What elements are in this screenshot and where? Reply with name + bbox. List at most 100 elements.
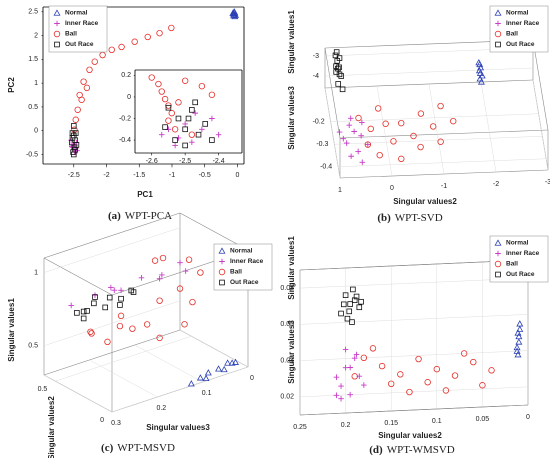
legend-marker: [495, 41, 501, 48]
point: [175, 99, 182, 106]
point: [102, 304, 108, 311]
point: [182, 268, 189, 274]
point: [333, 374, 340, 380]
point: [80, 78, 87, 85]
point: [161, 95, 169, 103]
point: [336, 64, 342, 71]
point: [429, 123, 437, 130]
tick-label: -2.5: [68, 172, 80, 179]
tick-label: -2: [493, 181, 499, 188]
point: [181, 77, 189, 84]
point: [202, 121, 208, 127]
x-axis-label: Singular values2: [393, 197, 457, 206]
point: [338, 73, 345, 79]
point: [74, 310, 80, 316]
point: [342, 292, 349, 298]
point: [130, 289, 137, 295]
point: [351, 373, 358, 380]
legend-marker: [53, 9, 61, 16]
point: [172, 137, 178, 143]
point: [189, 107, 195, 113]
point: [138, 275, 145, 281]
point: [378, 362, 386, 370]
point: [514, 351, 522, 358]
point: [515, 332, 523, 340]
point: [333, 63, 339, 69]
point: [340, 135, 347, 142]
point: [478, 72, 486, 79]
point: [406, 388, 413, 396]
point: [398, 155, 405, 163]
tick-label: 0.25: [293, 424, 307, 431]
point: [442, 387, 450, 394]
point: [182, 126, 188, 133]
point: [347, 301, 353, 307]
point: [437, 138, 444, 145]
point: [189, 298, 196, 306]
point: [83, 84, 91, 92]
point: [369, 345, 377, 352]
grid-line: [299, 350, 529, 361]
z-axis-label: Singular values1: [7, 298, 16, 362]
point: [159, 254, 167, 262]
legend-marker: [218, 247, 226, 254]
caption-label: (a): [108, 210, 121, 222]
caption-label: (d): [369, 444, 383, 456]
point: [92, 294, 98, 300]
point: [382, 120, 389, 127]
point: [202, 374, 210, 382]
point: [196, 374, 204, 381]
tick-label: -3: [545, 179, 550, 186]
legend-label: Ball: [230, 269, 242, 276]
point: [460, 350, 468, 357]
axis-edge: [339, 129, 549, 139]
point: [513, 343, 521, 351]
tick-label: 1: [34, 269, 38, 276]
axis-edge: [43, 257, 113, 296]
point: [338, 383, 344, 389]
caption: (d) WPT-WMSVD: [369, 444, 455, 456]
point: [80, 315, 87, 322]
legend-marker: [53, 30, 61, 38]
point: [208, 91, 216, 98]
grid-line: [89, 359, 158, 398]
caption-text: WPT-SVD: [395, 212, 443, 224]
tick-label: -3: [313, 53, 319, 60]
point: [156, 297, 163, 304]
point: [364, 141, 372, 148]
x-axis-label: Singular values2: [378, 431, 442, 440]
point: [470, 358, 477, 366]
point: [417, 110, 425, 117]
point: [335, 81, 341, 87]
legend-marker: [495, 250, 501, 257]
point: [70, 141, 76, 147]
point: [117, 302, 123, 308]
point: [106, 294, 113, 301]
point: [374, 105, 382, 112]
point: [165, 102, 172, 109]
point: [365, 141, 371, 148]
point: [333, 49, 340, 55]
grid-line: [111, 366, 249, 413]
legend-marker: [54, 20, 60, 27]
tick-label: 2.5: [28, 9, 38, 16]
point: [182, 121, 188, 127]
point: [351, 297, 358, 304]
point: [232, 358, 240, 365]
tick-label: 0.5: [38, 386, 48, 393]
tick-label: 2: [34, 32, 38, 39]
point: [515, 338, 523, 345]
caption: (b) WPT-SVD: [377, 212, 442, 224]
tick-label: 0.2: [121, 72, 131, 79]
point: [158, 88, 165, 95]
point: [71, 126, 78, 133]
grid-line: [134, 344, 203, 383]
point: [347, 364, 353, 371]
tick-label: 0.1: [432, 418, 442, 425]
tick-label: 0: [250, 375, 254, 382]
caption-text: WPT-MSVD: [117, 442, 175, 454]
legend-marker: [495, 20, 501, 27]
point: [189, 139, 195, 146]
legend-label: Normal: [230, 248, 253, 255]
